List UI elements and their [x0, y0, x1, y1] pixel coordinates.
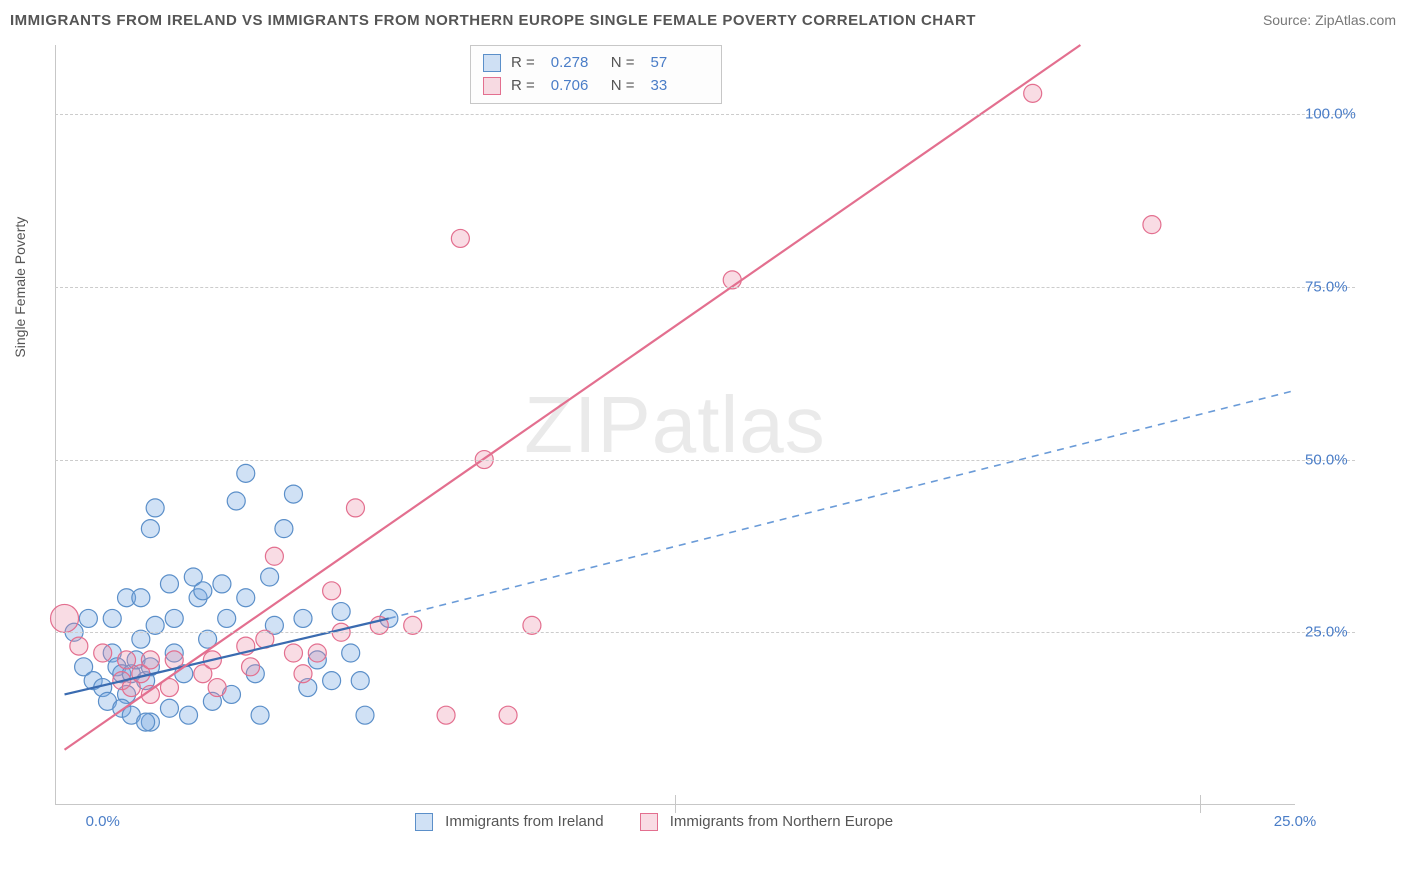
legend-n-label: N = — [611, 75, 635, 98]
legend-n-value-neurope: 33 — [651, 75, 701, 98]
data-point — [79, 609, 97, 627]
data-point — [141, 651, 159, 669]
legend-swatch-ireland — [415, 813, 433, 831]
data-point — [194, 582, 212, 600]
y-axis-title: Single Female Poverty — [12, 217, 28, 358]
data-point — [132, 589, 150, 607]
data-point — [160, 699, 178, 717]
legend-r-value-ireland: 0.278 — [551, 52, 601, 75]
data-point — [284, 644, 302, 662]
y-tick-label: 50.0% — [1305, 451, 1348, 468]
data-point — [342, 644, 360, 662]
legend-r-label: R = — [511, 75, 535, 98]
y-tick-label: 25.0% — [1305, 624, 1348, 641]
data-point — [141, 520, 159, 538]
data-point — [242, 658, 260, 676]
legend-r-label: R = — [511, 52, 535, 75]
legend-label-neurope: Immigrants from Northern Europe — [670, 813, 893, 830]
chart-svg — [55, 45, 1295, 804]
data-point — [227, 492, 245, 510]
legend-n-value-ireland: 57 — [651, 52, 701, 75]
data-point — [118, 651, 136, 669]
data-point — [323, 672, 341, 690]
x-tick-label: 0.0% — [86, 813, 120, 830]
gridline-h — [55, 460, 1355, 461]
data-point — [237, 464, 255, 482]
data-point — [180, 706, 198, 724]
data-point — [146, 499, 164, 517]
data-point — [346, 499, 364, 517]
data-point — [237, 589, 255, 607]
legend-swatch-neurope — [640, 813, 658, 831]
regression-line — [65, 45, 1081, 750]
data-point — [499, 706, 517, 724]
data-point — [165, 609, 183, 627]
legend-swatch-neurope — [483, 77, 501, 95]
data-point — [261, 568, 279, 586]
data-point — [1143, 216, 1161, 234]
data-point — [275, 520, 293, 538]
legend-stats-row: R = 0.278 N = 57 — [483, 52, 701, 75]
chart-title: IMMIGRANTS FROM IRELAND VS IMMIGRANTS FR… — [10, 12, 976, 29]
legend-swatch-ireland — [483, 54, 501, 72]
data-point — [294, 609, 312, 627]
legend-stats: R = 0.278 N = 57 R = 0.706 N = 33 — [470, 45, 722, 104]
gridline-h — [55, 114, 1355, 115]
legend-stats-row: R = 0.706 N = 33 — [483, 75, 701, 98]
data-point — [351, 672, 369, 690]
legend-r-value-neurope: 0.706 — [551, 75, 601, 98]
legend-series: Immigrants from Ireland Immigrants from … — [415, 813, 893, 831]
data-point — [137, 713, 155, 731]
gridline-h — [55, 287, 1355, 288]
data-point — [213, 575, 231, 593]
data-point — [323, 582, 341, 600]
data-point — [70, 637, 88, 655]
data-point — [251, 706, 269, 724]
data-point — [218, 609, 236, 627]
data-point — [332, 603, 350, 621]
data-point — [451, 229, 469, 247]
gridline-h — [55, 632, 1355, 633]
data-point — [265, 547, 283, 565]
data-point — [284, 485, 302, 503]
legend-item-neurope: Immigrants from Northern Europe — [640, 813, 894, 831]
legend-item-ireland: Immigrants from Ireland — [415, 813, 604, 831]
data-point — [94, 644, 112, 662]
data-point — [308, 644, 326, 662]
source-label: Source: ZipAtlas.com — [1263, 12, 1396, 28]
legend-label-ireland: Immigrants from Ireland — [445, 813, 603, 830]
data-point — [103, 609, 121, 627]
regression-line — [389, 390, 1295, 618]
data-point — [51, 604, 79, 632]
gridline-v — [675, 795, 676, 813]
data-point — [208, 679, 226, 697]
data-point — [294, 665, 312, 683]
x-tick-label: 25.0% — [1274, 813, 1317, 830]
data-point — [437, 706, 455, 724]
data-point — [1024, 84, 1042, 102]
plot-area: ZIPatlas R = 0.278 N = 57 R = 0.706 N = … — [55, 45, 1295, 805]
data-point — [356, 706, 374, 724]
gridline-v — [1200, 795, 1201, 813]
legend-n-label: N = — [611, 52, 635, 75]
y-tick-label: 75.0% — [1305, 278, 1348, 295]
data-point — [160, 575, 178, 593]
y-tick-label: 100.0% — [1305, 106, 1356, 123]
